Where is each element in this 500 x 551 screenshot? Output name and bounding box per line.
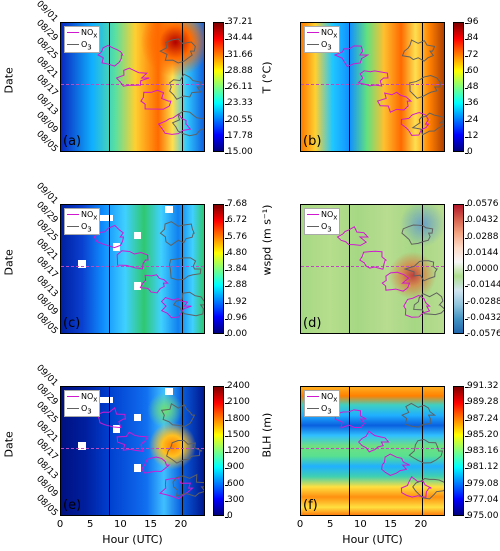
legend-a: NOxO3 <box>64 26 100 53</box>
panel-letter-c: (c) <box>63 316 80 331</box>
panel-letter-b: (b) <box>303 134 321 149</box>
colorbar-d: -0.0576-0.0432-0.0288-0.01440.00000.0144… <box>453 204 464 334</box>
panel-a: (a) NOxO3 <box>60 22 205 152</box>
xlabel-0: Hour (UTC) <box>93 533 173 546</box>
colorbar-a: 15.0017.7820.5523.3326.1128.8831.6634.44… <box>213 22 224 152</box>
xlabel-1: Hour (UTC) <box>333 533 413 546</box>
colorbar-e: 030060090012001500180021002400 <box>213 386 224 516</box>
panel-letter-e: (e) <box>63 498 81 513</box>
panel-letter-a: (a) <box>63 134 81 149</box>
colorbar-b: 01224364860728496 <box>453 22 464 152</box>
legend-b: NOxO3 <box>304 26 340 53</box>
colorbar-f: 975.00977.04979.08981.12983.16985.20987.… <box>453 386 464 516</box>
legend-e: NOxO3 <box>64 390 100 417</box>
panel-f: (f) NOxO3 <box>300 386 445 516</box>
panel-d: (d) NOxO3 <box>300 204 445 334</box>
panel-e: (e) NOxO3 <box>60 386 205 516</box>
legend-d: NOxO3 <box>304 208 340 235</box>
panel-letter-f: (f) <box>303 498 318 513</box>
panel-b: (b) NOxO3 <box>300 22 445 152</box>
figure: (a) NOxO3 15.0017.7820.5523.3326.1128.8831… <box>0 0 500 551</box>
legend-c: NOxO3 <box>64 208 100 235</box>
panel-c: (c) NOxO3 <box>60 204 205 334</box>
legend-f: NOxO3 <box>304 390 340 417</box>
panel-letter-d: (d) <box>303 316 321 331</box>
colorbar-c: 0.000.961.922.883.844.805.766.727.68 <box>213 204 224 334</box>
